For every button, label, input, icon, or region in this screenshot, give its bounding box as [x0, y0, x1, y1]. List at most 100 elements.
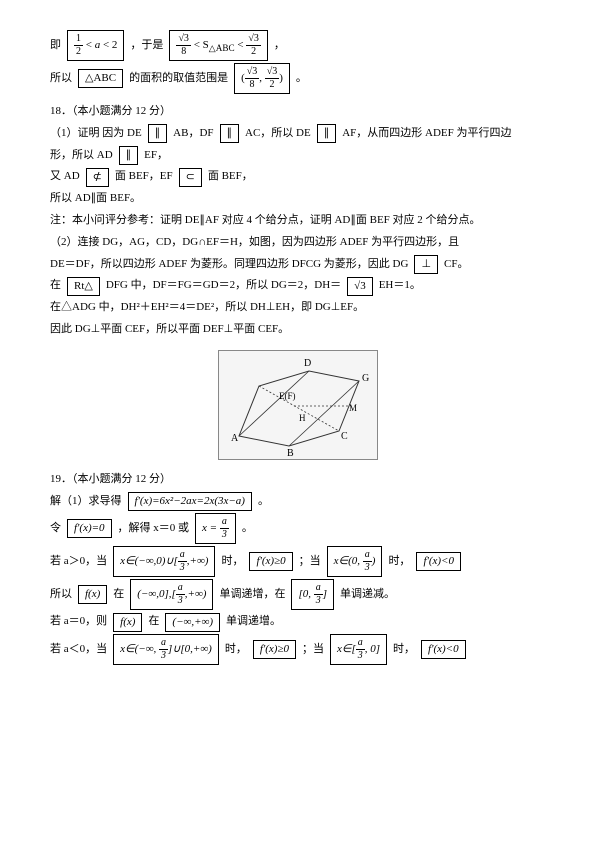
formula-fp-neg-2: f'(x)<0: [421, 640, 466, 659]
text: 若 a＝0，则: [50, 612, 107, 632]
text: （1）证明 因为 DE: [50, 124, 142, 144]
label-D: D: [304, 358, 311, 369]
text: 在: [50, 276, 61, 296]
formula-interval-1: x∈(−∞,0)∪[a3,+∞): [113, 546, 215, 577]
formula-derivative: f'(x)=6x²−2ax=2x(3x−a): [128, 492, 252, 511]
text: 又 AD: [50, 167, 80, 187]
proof-5b: DE＝DF，所以四边形 ADEF 为菱形。同理四边形 DFCG 为菱形，因此 D…: [50, 255, 545, 275]
text: （2）连接 DG，AG，CD，DG∩EF＝H，如图，因为四边形 ADEF 为平行…: [50, 233, 459, 253]
text: 令: [50, 519, 61, 539]
text: 在: [148, 612, 159, 632]
text: DE＝DF，所以四边形 ADEF 为菱形。同理四边形 DFCG 为菱形，因此 D…: [50, 255, 408, 275]
proof-1: （1）证明 因为 DE ∥ AB，DF ∥ AC，所以 DE ∥ AF，从而四边…: [50, 124, 545, 144]
perp-icon: ⊥: [414, 255, 438, 274]
sol-4: 所以 f(x) 在 (−∞,0],[a3,+∞) 单调递增，在 [0, a3] …: [50, 579, 545, 610]
text: 时，: [221, 552, 243, 572]
text: AC，所以 DE: [245, 124, 311, 144]
section-19: 19．（本小题满分 12 分）: [50, 470, 545, 490]
sol-1: 解（1）求导得 f'(x)=6x²−2ax=2x(3x−a) 。: [50, 492, 545, 512]
sqrt3: √3: [347, 277, 373, 296]
formula-triangle-abc: △ABC: [78, 69, 123, 88]
formula-fx-2: f(x): [113, 613, 142, 632]
text: CF。: [444, 255, 468, 275]
text: ；当: [299, 552, 321, 572]
parallel-icon: ∥: [317, 124, 337, 143]
text: 所以: [50, 585, 72, 605]
text: 的面积的取值范围是: [129, 69, 228, 89]
proof-3: 所以 AD∥面 BEF。: [50, 189, 545, 209]
sol-6: 若 a＜0，当 x∈(−∞, a3]∪[0,+∞) 时， f'(x)≥0 ；当 …: [50, 634, 545, 665]
text: 在: [113, 585, 124, 605]
text: 单调递增，在: [219, 585, 285, 605]
document-body: 即 12 < a < 2 ，于是 √38 < S△ABC < √32 ， 所以 …: [50, 30, 545, 665]
parallel-icon: ∥: [148, 124, 168, 143]
rt-triangle: Rt△: [67, 277, 100, 296]
line-2: 所以 △ABC 的面积的取值范围是 (√38, √32) 。: [50, 63, 545, 94]
text: 所以: [50, 69, 72, 89]
text: AB，DF: [173, 124, 213, 144]
text: ；当: [302, 640, 324, 660]
proof-2: 又 AD ⊄ 面 BEF，EF ⊂ 面 BEF，: [50, 167, 545, 187]
text: 即: [50, 36, 61, 56]
text: ，解得 x＝0 或: [118, 519, 190, 539]
parallel-icon: ∥: [119, 146, 139, 165]
label-H: H: [299, 413, 306, 423]
text: 。: [296, 69, 307, 89]
proof-5: （2）连接 DG，AG，CD，DG∩EF＝H，如图，因为四边形 ADEF 为平行…: [50, 233, 545, 253]
sol-5: 若 a＝0，则 f(x) 在 (−∞,+∞) 单调递增。: [50, 612, 545, 632]
subset-icon: ⊂: [179, 168, 202, 187]
label-B: B: [287, 448, 294, 459]
sol-3: 若 a＞0，当 x∈(−∞,0)∪[a3,+∞) 时， f'(x)≥0 ；当 x…: [50, 546, 545, 577]
proof-8: 因此 DG⊥平面 CEF，所以平面 DEF⊥平面 CEF。: [50, 320, 545, 340]
text: 时，: [393, 640, 415, 660]
formula-interval: (√38, √32): [234, 63, 290, 94]
formula-ineq-a: 12 < a < 2: [67, 30, 124, 61]
label-C: C: [341, 431, 348, 442]
text: 解（1）求导得: [50, 492, 122, 512]
text: 单调递增。: [226, 612, 281, 632]
formula-fp-pos-2: f'(x)≥0: [253, 640, 296, 659]
text: DFG 中，DF＝FG＝GD＝2，所以 DG＝2，DH＝: [106, 276, 341, 296]
text: ，: [274, 36, 285, 56]
formula-mono-inc: (−∞,0],[a3,+∞): [130, 579, 213, 610]
proof-6: 在 Rt△ DFG 中，DF＝FG＝GD＝2，所以 DG＝2，DH＝ √3 EH…: [50, 276, 545, 296]
text: AF，从而四边形 ADEF 为平行四边: [342, 124, 511, 144]
proof-7: 在△ADG 中，DH²＋EH²＝4＝DE²，所以 DH⊥EH，即 DG⊥EF。: [50, 298, 545, 318]
formula-fx: f(x): [78, 585, 107, 604]
parallel-icon: ∥: [220, 124, 240, 143]
text: 形，所以 AD: [50, 146, 113, 166]
text: EF，: [144, 146, 168, 166]
formula-interval-4: x∈[a3, 0]: [330, 634, 387, 665]
formula-fp-neg: f'(x)<0: [416, 552, 461, 571]
formula-all-real: (−∞,+∞): [165, 613, 220, 632]
section-18: 18．（本小题满分 12 分）: [50, 102, 545, 122]
label-G: G: [362, 373, 369, 384]
sol-2: 令 f'(x)=0 ，解得 x＝0 或 x = a3 。: [50, 513, 545, 544]
formula-fp-pos: f'(x)≥0: [249, 552, 292, 571]
text: 面 BEF，: [208, 167, 253, 187]
text: 。: [242, 519, 253, 539]
formula-interval-2: x∈(0, a3): [327, 546, 383, 577]
formula-fprime-zero: f'(x)=0: [67, 519, 112, 538]
text: 。: [258, 492, 269, 512]
text: 面 BEF，EF: [115, 167, 173, 187]
formula-mono-dec: [0, a3]: [291, 579, 334, 610]
line-1: 即 12 < a < 2 ，于是 √38 < S△ABC < √32 ，: [50, 30, 545, 61]
text: 单调递减。: [340, 585, 395, 605]
formula-interval-3: x∈(−∞, a3]∪[0,+∞): [113, 634, 219, 665]
proof-4: 注：本小问评分参考：证明 DE∥AF 对应 4 个给分点，证明 AD∥面 BEF…: [50, 211, 545, 231]
not-subset-icon: ⊄: [86, 168, 109, 187]
text: EH＝1。: [379, 276, 421, 296]
text: 若 a＜0，当: [50, 640, 107, 660]
label-A: A: [231, 433, 239, 444]
text: ，于是: [130, 36, 163, 56]
geometry-diagram: D G E(F) M A B C H: [218, 350, 378, 460]
label-M: M: [349, 403, 357, 413]
label-E: E(F): [279, 391, 296, 401]
formula-s-range: √38 < S△ABC < √32: [169, 30, 267, 61]
text: 若 a＞0，当: [50, 552, 107, 572]
text: 时，: [225, 640, 247, 660]
formula-xa3: x = a3: [195, 513, 236, 544]
text: 时，: [388, 552, 410, 572]
proof-1b: 形，所以 AD ∥ EF，: [50, 146, 545, 166]
